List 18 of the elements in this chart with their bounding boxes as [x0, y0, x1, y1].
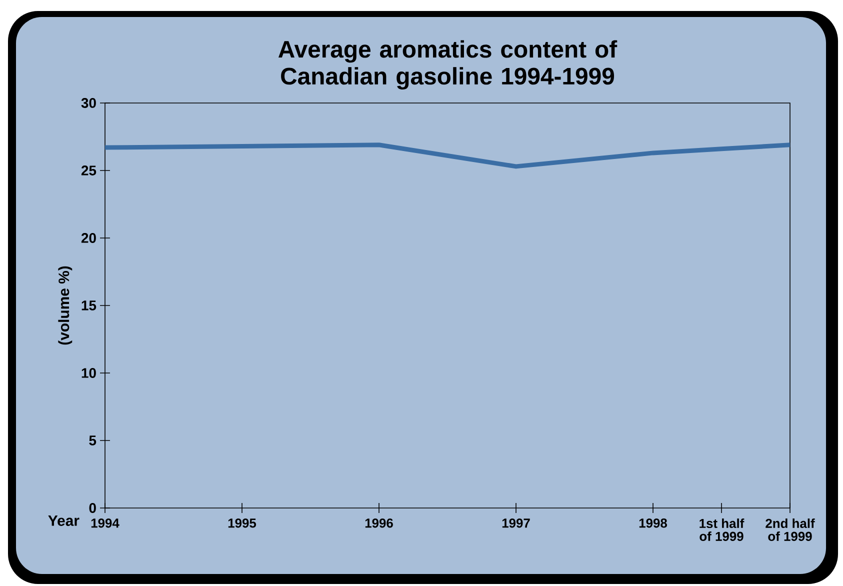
y-tick-label: 10 — [82, 368, 96, 378]
line-series — [105, 142, 790, 169]
chart-title: Average aromatics content of Canadian gasoline 1994-1999 — [278, 40, 618, 90]
x-tick-label: 1st half of 1999 — [700, 518, 744, 541]
x-axis-title: Year — [48, 516, 80, 526]
y-tick-label: 15 — [82, 300, 96, 310]
y-tick-label: 5 — [89, 436, 96, 446]
x-tick-label: 1995 — [228, 518, 256, 528]
y-tick-label: 25 — [81, 166, 96, 176]
x-tick-label: 2nd half of 1999 — [766, 518, 815, 541]
x-tick-label: 1997 — [502, 518, 530, 528]
x-tick-label: 1998 — [639, 518, 668, 528]
y-tick-label: 0 — [89, 503, 96, 513]
x-tick-label: 1994 — [91, 518, 120, 528]
y-axis-title: (volume %) — [58, 266, 72, 345]
y-tick-label: 30 — [81, 98, 96, 108]
y-tick-label: 20 — [81, 233, 96, 243]
x-tick-label: 1996 — [365, 518, 393, 528]
